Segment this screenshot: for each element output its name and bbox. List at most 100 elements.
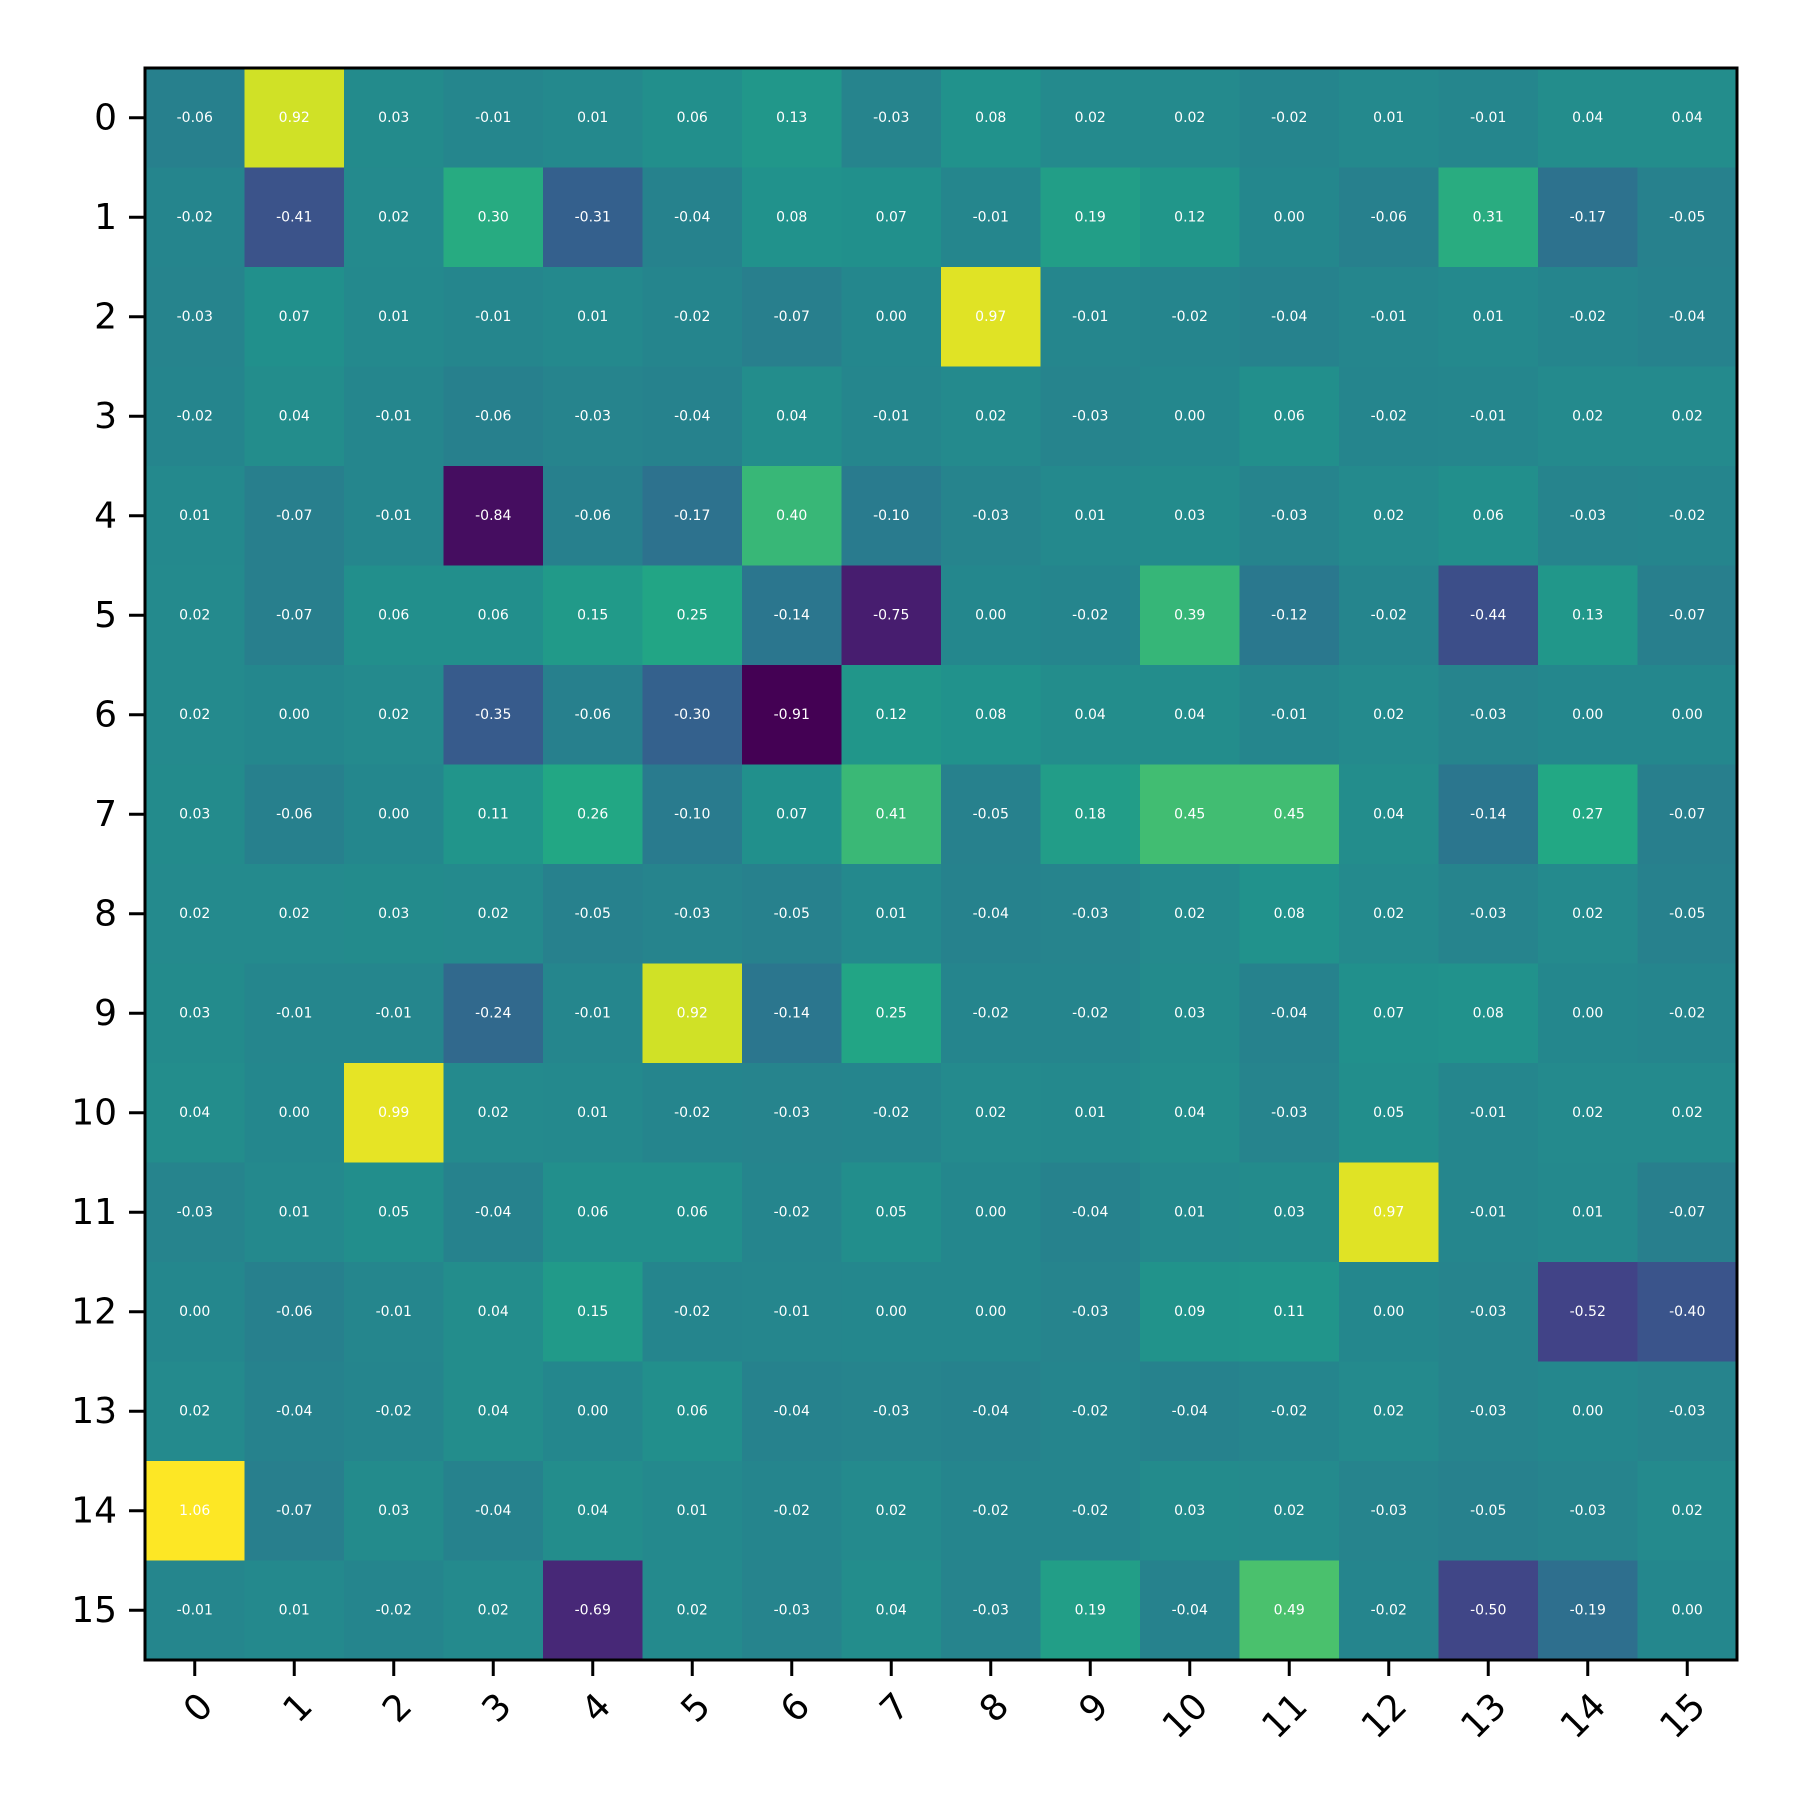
heatmap-cell bbox=[1637, 1461, 1738, 1561]
cell-value-label: 0.07 bbox=[876, 209, 907, 225]
heatmap-cell bbox=[244, 1262, 345, 1362]
heatmap-cell bbox=[543, 665, 643, 765]
heatmap-cell bbox=[1239, 267, 1340, 367]
heatmap-cell bbox=[1239, 665, 1340, 765]
cell-value-label: -0.04 bbox=[276, 1403, 312, 1419]
heatmap-cell bbox=[941, 267, 1041, 367]
cell-value-label: -0.03 bbox=[1470, 906, 1506, 922]
heatmap-cell bbox=[543, 864, 643, 964]
heatmap-cell bbox=[1538, 1162, 1638, 1263]
cell-value-label: -0.03 bbox=[1072, 906, 1108, 922]
cell-value-label: 0.49 bbox=[1274, 1602, 1305, 1618]
heatmap-cell bbox=[1339, 68, 1439, 168]
cell-value-label: -0.02 bbox=[1669, 508, 1705, 524]
heatmap-cell bbox=[344, 366, 444, 467]
heatmap-cell bbox=[941, 167, 1041, 268]
heatmap-cell bbox=[841, 1162, 942, 1263]
heatmap-cell bbox=[742, 864, 842, 964]
cell-value-label: -0.05 bbox=[1669, 906, 1705, 922]
cell-value-label: 0.00 bbox=[1174, 408, 1205, 424]
heatmap-cell bbox=[1538, 267, 1638, 367]
heatmap-cell bbox=[145, 565, 245, 666]
heatmap-cell bbox=[344, 864, 444, 964]
heatmap-cell bbox=[1538, 68, 1638, 168]
cell-value-label: -0.03 bbox=[1072, 408, 1108, 424]
cell-value-label: -0.75 bbox=[873, 607, 909, 623]
cell-value-label: 0.02 bbox=[1572, 408, 1603, 424]
heatmap-cell bbox=[145, 665, 245, 765]
cell-value-label: -0.12 bbox=[1271, 607, 1307, 623]
heatmap-cell bbox=[244, 665, 345, 765]
heatmap-cell bbox=[145, 963, 245, 1064]
cell-value-label: -0.04 bbox=[674, 408, 710, 424]
cell-value-label: -0.02 bbox=[873, 1105, 909, 1121]
heatmap-cell bbox=[642, 1262, 743, 1362]
heatmap-cell bbox=[1040, 68, 1141, 168]
cell-value-label: -0.02 bbox=[376, 1602, 412, 1618]
heatmap-cell bbox=[1438, 1162, 1539, 1263]
heatmap-cell bbox=[1339, 864, 1439, 964]
cell-value-label: 0.02 bbox=[1672, 408, 1703, 424]
cell-value-label: 0.01 bbox=[1174, 1204, 1205, 1220]
cell-value-label: -0.02 bbox=[1371, 1602, 1407, 1618]
cell-value-label: 0.13 bbox=[776, 110, 807, 126]
heatmap-cell bbox=[244, 1461, 345, 1561]
heatmap-cell bbox=[1637, 665, 1738, 765]
cell-value-label: -0.02 bbox=[973, 1503, 1009, 1519]
cell-value-label: 0.00 bbox=[279, 707, 310, 723]
cell-value-label: -0.03 bbox=[1371, 1503, 1407, 1519]
cell-value-label: 0.30 bbox=[478, 209, 509, 225]
cell-value-label: 0.01 bbox=[279, 1204, 310, 1220]
cell-value-label: -0.07 bbox=[1669, 607, 1705, 623]
cell-value-label: 0.13 bbox=[1572, 607, 1603, 623]
cell-value-label: 0.00 bbox=[1672, 1602, 1703, 1618]
heatmap-cell bbox=[1239, 366, 1340, 467]
heatmap-cell bbox=[642, 1162, 743, 1263]
cell-value-label: -0.84 bbox=[475, 508, 511, 524]
heatmap-cell bbox=[1637, 68, 1738, 168]
cell-value-label: 0.07 bbox=[776, 806, 807, 822]
heatmap-cell bbox=[1339, 665, 1439, 765]
heatmap-cell bbox=[1538, 366, 1638, 467]
cell-value-label: 0.11 bbox=[478, 806, 509, 822]
heatmap-cell bbox=[1438, 267, 1539, 367]
cell-value-label: 0.01 bbox=[577, 309, 608, 325]
heatmap-cell bbox=[1538, 167, 1638, 268]
heatmap-cell bbox=[443, 864, 544, 964]
cell-value-label: 0.01 bbox=[279, 1602, 310, 1618]
y-tick-label: 5 bbox=[94, 595, 117, 636]
heatmap-cell bbox=[344, 68, 444, 168]
cell-value-label: -0.06 bbox=[475, 408, 511, 424]
heatmap-cell bbox=[1637, 1162, 1738, 1263]
cell-value-label: -0.04 bbox=[475, 1503, 511, 1519]
cell-value-label: 0.15 bbox=[577, 607, 608, 623]
y-tick-label: 6 bbox=[94, 694, 117, 735]
heatmap-cell bbox=[841, 1262, 942, 1362]
cell-value-label: -0.07 bbox=[1669, 806, 1705, 822]
cell-value-label: 0.01 bbox=[876, 906, 907, 922]
heatmap-cell bbox=[443, 1262, 544, 1362]
heatmap-cell bbox=[1040, 267, 1141, 367]
heatmap-cell bbox=[742, 1461, 842, 1561]
cell-value-label: 0.25 bbox=[876, 1005, 907, 1021]
cell-value-label: 0.08 bbox=[975, 110, 1006, 126]
cell-value-label: 0.01 bbox=[677, 1503, 708, 1519]
x-tick-label: 10 bbox=[1155, 1686, 1216, 1747]
cell-value-label: -0.02 bbox=[674, 1105, 710, 1121]
heatmap-cell bbox=[443, 1461, 544, 1561]
cell-value-label: 0.92 bbox=[279, 110, 310, 126]
heatmap-cell bbox=[344, 565, 444, 666]
heatmap-cell bbox=[145, 1063, 245, 1163]
heatmap-cell bbox=[642, 466, 743, 566]
heatmap-cell bbox=[1040, 1361, 1141, 1462]
cell-value-label: -0.02 bbox=[1669, 1005, 1705, 1021]
heatmap-cell bbox=[1637, 764, 1738, 865]
heatmap-cell bbox=[1040, 665, 1141, 765]
x-tick-label: 1 bbox=[276, 1686, 321, 1731]
heatmap-cell bbox=[1438, 68, 1539, 168]
cell-value-label: -0.01 bbox=[376, 508, 412, 524]
cell-value-label: 0.09 bbox=[1174, 1304, 1205, 1320]
cell-value-label: 0.06 bbox=[478, 607, 509, 623]
heatmap-cell bbox=[1339, 764, 1439, 865]
cell-value-label: 0.00 bbox=[1274, 209, 1305, 225]
